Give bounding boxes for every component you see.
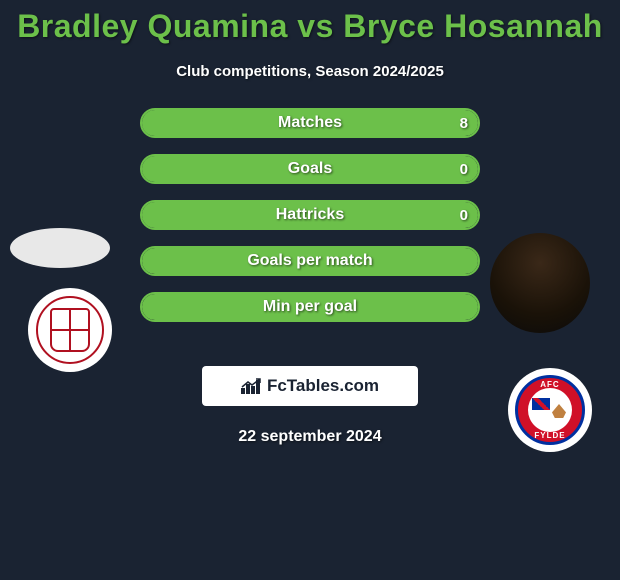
stat-bar-row: Min per goal: [140, 292, 480, 322]
subtitle: Club competitions, Season 2024/2025: [0, 63, 620, 80]
stat-bar-row: Hattricks0: [140, 200, 480, 230]
stat-bar-row: Goals per match: [140, 246, 480, 276]
bar-label: Goals: [142, 156, 478, 182]
stat-bar-row: Goals0: [140, 154, 480, 184]
brand-text: FcTables.com: [267, 376, 379, 396]
stat-bar-row: Matches8: [140, 108, 480, 138]
fylde-badge-icon: AFC FYLDE: [515, 375, 585, 445]
comparison-card: Bradley Quamina vs Bryce Hosannah Club c…: [0, 0, 620, 446]
bar-value-right: 8: [460, 110, 468, 136]
brand-box: FcTables.com: [202, 366, 418, 406]
fylde-text-bottom: FYLDE: [518, 431, 582, 440]
page-title: Bradley Quamina vs Bryce Hosannah: [0, 8, 620, 45]
woking-badge-icon: [36, 296, 104, 364]
bar-label: Min per goal: [142, 294, 478, 320]
brand-chart-icon: [241, 378, 261, 394]
bar-label: Matches: [142, 110, 478, 136]
bar-value-right: 0: [460, 156, 468, 182]
player-left-avatar: [10, 228, 110, 268]
stat-bars: Matches8Goals0Hattricks0Goals per matchM…: [140, 108, 480, 338]
club-badge-right: AFC FYLDE: [508, 368, 592, 452]
club-badge-left: [28, 288, 112, 372]
main-area: AFC FYLDE Matches8Goals0Hattricks0Goals …: [0, 108, 620, 358]
bar-label: Hattricks: [142, 202, 478, 228]
bar-label: Goals per match: [142, 248, 478, 274]
player-right-avatar: [490, 233, 590, 333]
bar-value-right: 0: [460, 202, 468, 228]
